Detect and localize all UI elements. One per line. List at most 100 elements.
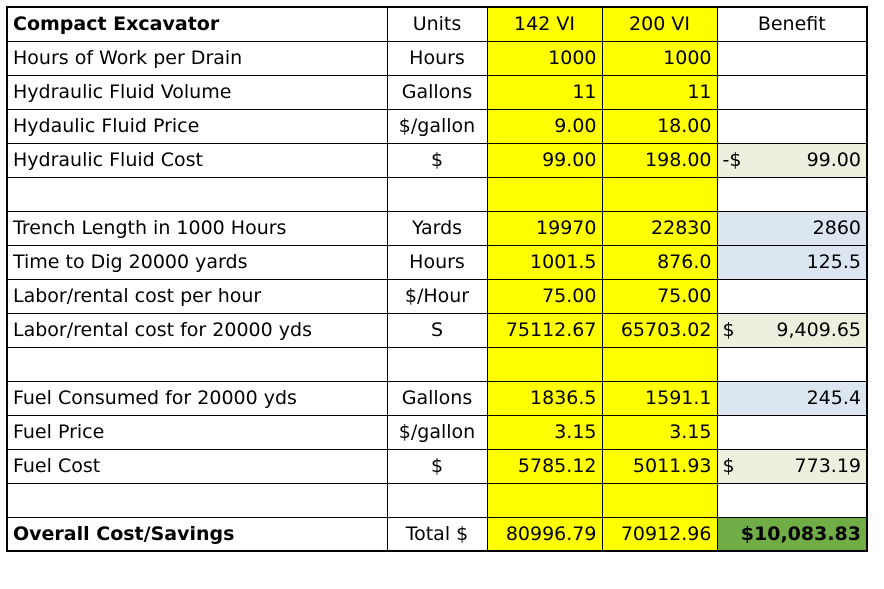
table-row: Hydaulic Fluid Price $/gallon 9.00 18.00 xyxy=(6,108,868,144)
row-label[interactable]: Fuel Consumed for 20000 yds xyxy=(6,380,388,416)
row-unit[interactable]: $ xyxy=(386,142,488,178)
row-value-200vi[interactable]: 1000 xyxy=(601,40,718,76)
row-label[interactable]: Time to Dig 20000 yards xyxy=(6,244,388,280)
total-value-142vi[interactable]: 80996.79 xyxy=(486,516,603,552)
row-benefit[interactable]: 2860 xyxy=(716,210,868,246)
header-title[interactable]: Compact Excavator xyxy=(6,6,388,42)
benefit-value: 773.19 xyxy=(794,455,861,477)
row-value-200vi[interactable]: 11 xyxy=(601,74,718,110)
total-label[interactable]: Overall Cost/Savings xyxy=(6,516,388,552)
row-unit[interactable]: Hours xyxy=(386,40,488,76)
row-value-142vi[interactable]: 1000 xyxy=(486,40,603,76)
row-value-200vi[interactable] xyxy=(601,482,718,518)
row-value-142vi[interactable] xyxy=(486,176,603,212)
row-value-200vi[interactable]: 1591.1 xyxy=(601,380,718,416)
row-value-200vi[interactable]: 75.00 xyxy=(601,278,718,314)
row-value-200vi[interactable]: 22830 xyxy=(601,210,718,246)
total-unit[interactable]: Total $ xyxy=(386,516,488,552)
row-value-200vi[interactable]: 5011.93 xyxy=(601,448,718,484)
row-value-200vi[interactable]: 876.0 xyxy=(601,244,718,280)
row-value-142vi[interactable]: 1001.5 xyxy=(486,244,603,280)
row-value-142vi[interactable]: 11 xyxy=(486,74,603,110)
row-unit[interactable]: $/gallon xyxy=(386,108,488,144)
header-units[interactable]: Units xyxy=(386,6,488,42)
row-label[interactable]: Hydaulic Fluid Price xyxy=(6,108,388,144)
table-row xyxy=(6,176,868,212)
row-unit[interactable]: Gallons xyxy=(386,74,488,110)
table-row: Trench Length in 1000 Hours Yards 19970 228… xyxy=(6,210,868,246)
table-row: Fuel Price $/gallon 3.15 3.15 xyxy=(6,414,868,450)
row-benefit[interactable] xyxy=(716,108,868,144)
row-label[interactable]: Hydraulic Fluid Volume xyxy=(6,74,388,110)
row-label[interactable]: Fuel Cost xyxy=(6,448,388,484)
row-unit[interactable]: $/Hour xyxy=(386,278,488,314)
row-value-200vi[interactable] xyxy=(601,176,718,212)
row-value-142vi[interactable]: 3.15 xyxy=(486,414,603,450)
row-value-142vi[interactable]: 9.00 xyxy=(486,108,603,144)
table-row: Labor/rental cost per hour $/Hour 75.00 75.… xyxy=(6,278,868,314)
table-row: Fuel Cost $5785.12 5011.93 $773.19 xyxy=(6,448,868,484)
row-value-200vi[interactable]: 198.00 xyxy=(601,142,718,178)
table-row: Labor/rental cost for 20000 yds S 75112.67… xyxy=(6,312,868,348)
row-label[interactable]: Fuel Price xyxy=(6,414,388,450)
row-benefit[interactable]: -$ 99.00 xyxy=(716,142,868,178)
row-value-142vi[interactable]: 99.00 xyxy=(486,142,603,178)
row-benefit[interactable]: $773.19 xyxy=(716,448,868,484)
benefit-value: 9,409.65 xyxy=(776,319,861,341)
row-unit[interactable] xyxy=(386,482,488,518)
table-row xyxy=(6,482,868,518)
row-value-142vi[interactable]: 75112.67 xyxy=(486,312,603,348)
benefit-value: 99.00 xyxy=(806,149,861,171)
row-benefit[interactable] xyxy=(716,414,868,450)
row-unit[interactable]: $ xyxy=(386,448,488,484)
row-benefit[interactable] xyxy=(716,278,868,314)
row-value-142vi[interactable]: 19970 xyxy=(486,210,603,246)
row-unit[interactable]: Hours xyxy=(386,244,488,280)
row-unit[interactable]: Gallons xyxy=(386,380,488,416)
row-unit[interactable]: S xyxy=(386,312,488,348)
row-value-200vi[interactable]: 18.00 xyxy=(601,108,718,144)
row-benefit[interactable] xyxy=(716,74,868,110)
row-benefit[interactable] xyxy=(716,40,868,76)
header-col-b[interactable]: 200 VI xyxy=(601,6,718,42)
row-value-142vi[interactable] xyxy=(486,482,603,518)
row-value-142vi[interactable] xyxy=(486,346,603,382)
row-label[interactable]: Hours of Work per Drain xyxy=(6,40,388,76)
row-label[interactable]: Labor/rental cost per hour xyxy=(6,278,388,314)
row-benefit[interactable] xyxy=(716,176,868,212)
header-benefit[interactable]: Benefit xyxy=(716,6,868,42)
row-benefit[interactable]: 245.4 xyxy=(716,380,868,416)
row-label[interactable] xyxy=(6,346,388,382)
row-value-142vi[interactable]: 1836.5 xyxy=(486,380,603,416)
total-benefit[interactable]: $10,083.83 xyxy=(716,516,868,552)
row-unit[interactable]: $/gallon xyxy=(386,414,488,450)
row-label[interactable] xyxy=(6,482,388,518)
row-unit[interactable] xyxy=(386,346,488,382)
row-label[interactable]: Labor/rental cost for 20000 yds xyxy=(6,312,388,348)
row-unit[interactable]: Yards xyxy=(386,210,488,246)
table-row xyxy=(6,346,868,382)
header-col-a[interactable]: 142 VI xyxy=(486,6,603,42)
row-value-200vi[interactable]: 3.15 xyxy=(601,414,718,450)
row-benefit[interactable] xyxy=(716,346,868,382)
row-label[interactable] xyxy=(6,176,388,212)
row-value-200vi[interactable]: 65703.02 xyxy=(601,312,718,348)
spreadsheet: Compact Excavator Units 142 VI 200 VI Be… xyxy=(6,6,868,552)
table-row: Time to Dig 20000 yards Hours 1001.5 876.0 1… xyxy=(6,244,868,280)
benefit-prefix: $ xyxy=(722,319,735,341)
header-row: Compact Excavator Units 142 VI 200 VI Be… xyxy=(6,6,868,42)
row-value-142vi[interactable]: 5785.12 xyxy=(486,448,603,484)
row-value-142vi[interactable]: 75.00 xyxy=(486,278,603,314)
row-benefit[interactable]: $9,409.65 xyxy=(716,312,868,348)
table-row: Hours of Work per Drain Hours 1000 1000 xyxy=(6,40,868,76)
table-row: Hydraulic Fluid Cost $99.00 198.00 -$ 99.00 xyxy=(6,142,868,178)
row-value-200vi[interactable] xyxy=(601,346,718,382)
row-label[interactable]: Hydraulic Fluid Cost xyxy=(6,142,388,178)
benefit-prefix: $ xyxy=(722,455,735,477)
row-benefit[interactable]: 125.5 xyxy=(716,244,868,280)
total-value-200vi[interactable]: 70912.96 xyxy=(601,516,718,552)
row-unit[interactable] xyxy=(386,176,488,212)
row-benefit[interactable] xyxy=(716,482,868,518)
row-label[interactable]: Trench Length in 1000 Hours xyxy=(6,210,388,246)
table-row: Fuel Consumed for 20000 yds Gallons 1836.5… xyxy=(6,380,868,416)
